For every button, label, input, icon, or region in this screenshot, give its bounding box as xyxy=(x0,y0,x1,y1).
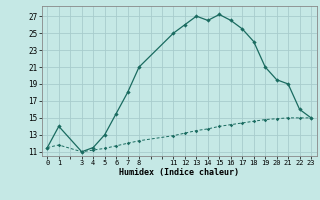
X-axis label: Humidex (Indice chaleur): Humidex (Indice chaleur) xyxy=(119,168,239,177)
